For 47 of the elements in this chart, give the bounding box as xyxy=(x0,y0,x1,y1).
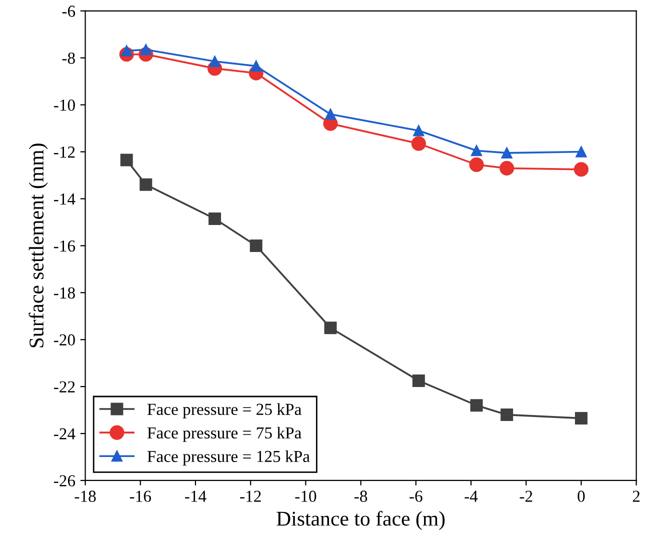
x-tick-label: -18 xyxy=(74,490,96,502)
point xyxy=(324,322,337,334)
point xyxy=(324,108,336,120)
y-tick-label: -6 xyxy=(62,6,76,17)
x-tick-label: -6 xyxy=(410,490,422,502)
x-axis-title: Distance to face (m) xyxy=(276,510,445,530)
point xyxy=(208,212,222,225)
point xyxy=(574,162,589,177)
y-tick-label: -8 xyxy=(62,52,75,64)
point xyxy=(413,125,424,136)
y-tick-label: -12 xyxy=(54,146,75,158)
y-axis-title: Surface settlement (mm) xyxy=(28,144,48,348)
point xyxy=(250,60,262,72)
y-tick-label: -20 xyxy=(54,334,75,346)
point xyxy=(574,412,588,425)
x-tick-label: -14 xyxy=(185,490,206,502)
point xyxy=(411,136,426,151)
point xyxy=(120,154,133,166)
point xyxy=(250,239,262,252)
y-tick-label: -26 xyxy=(54,475,76,486)
x-tick-label: -12 xyxy=(240,490,261,502)
point xyxy=(500,160,514,176)
point xyxy=(412,374,425,387)
point xyxy=(576,146,587,158)
y-tick-label: -14 xyxy=(54,194,76,205)
x-tick-label: -16 xyxy=(130,490,151,502)
legend-label: Face pressure = 75 kPa xyxy=(147,426,302,442)
y-tick-label: -18 xyxy=(54,287,75,299)
x-tick-label: -2 xyxy=(520,490,532,502)
y-tick-label: -10 xyxy=(54,100,75,111)
point xyxy=(500,408,514,421)
x-tick-label: -10 xyxy=(295,490,316,502)
point xyxy=(209,56,220,67)
x-tick-label: 0 xyxy=(578,490,585,502)
legend-label: Face pressure = 125 kPa xyxy=(147,450,310,466)
point xyxy=(470,145,482,156)
x-tick-label: 2 xyxy=(632,490,640,502)
point xyxy=(140,178,152,191)
x-tick-label: -4 xyxy=(464,490,478,502)
y-tick-label: -22 xyxy=(54,381,75,392)
point xyxy=(470,399,483,412)
x-tick-label: -8 xyxy=(354,490,368,502)
y-tick-label: -16 xyxy=(54,240,76,252)
y-tick-label: -24 xyxy=(54,428,76,440)
legend-label: Face pressure = 25 kPa xyxy=(147,403,302,418)
point xyxy=(501,147,512,159)
point xyxy=(469,157,484,172)
